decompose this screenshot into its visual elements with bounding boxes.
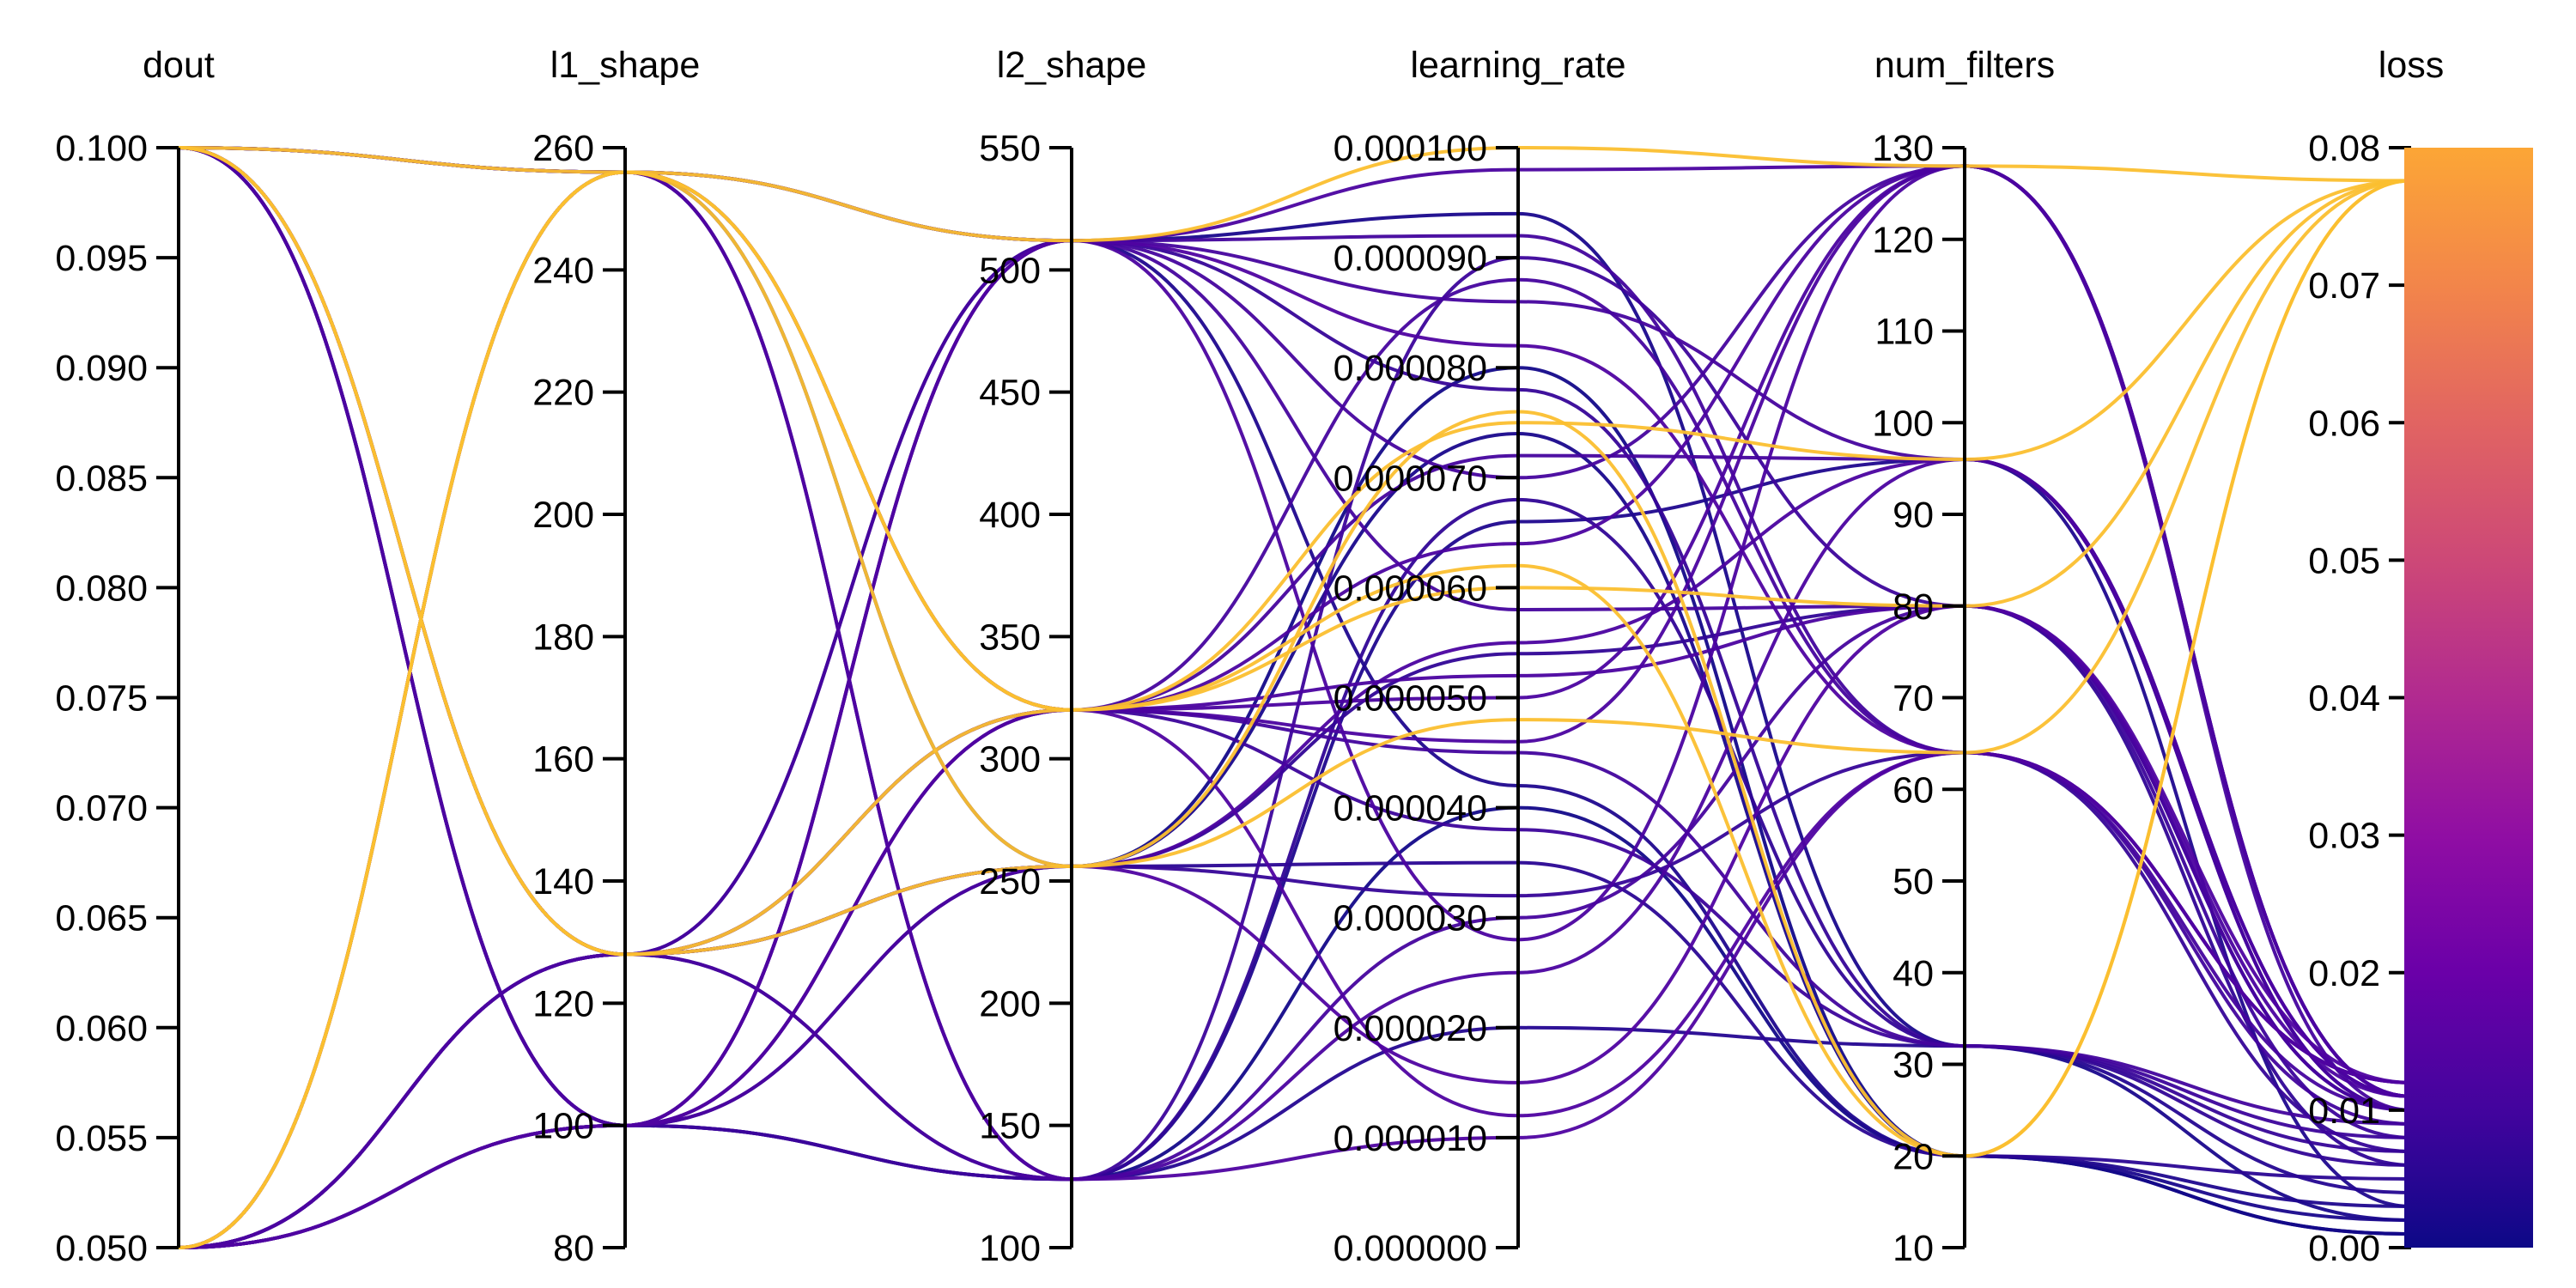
tick-label: 0.065 [55, 898, 148, 939]
tick-label: 0.000040 [1334, 788, 1487, 829]
tick-label: 0.04 [2308, 678, 2380, 720]
tick-label: 100 [532, 1106, 594, 1147]
tick-label: 20 [1893, 1136, 1934, 1177]
tick-label: 0.08 [2308, 128, 2380, 169]
tick-label: 0.080 [55, 568, 148, 609]
tick-label: 180 [532, 617, 594, 658]
tick-label: 300 [979, 739, 1041, 781]
tick-label: 90 [1893, 495, 1934, 536]
tick-label: 0.050 [55, 1228, 148, 1269]
tick-label: 220 [532, 373, 594, 414]
axes-layer: 0.0500.0550.0600.0650.0700.0750.0800.085… [55, 45, 2444, 1269]
record-line [178, 239, 2412, 1249]
tick-label: 30 [1893, 1045, 1934, 1086]
tick-label: 100 [979, 1228, 1041, 1269]
record-line [178, 170, 2412, 1249]
tick-label: 10 [1893, 1228, 1934, 1269]
record-line [178, 145, 2412, 243]
axis-title: l1_shape [550, 45, 701, 86]
tick-label: 200 [979, 983, 1041, 1024]
tick-label: 80 [553, 1228, 594, 1269]
tick-label: 0.085 [55, 458, 148, 499]
axis-l1-shape: 80 100 120 140 160 180 200 220 240 260 l1_shape [532, 45, 700, 1269]
axis-title: l2_shape [997, 45, 1147, 86]
tick-label: 0.000080 [1334, 348, 1487, 389]
tick-label: 0.075 [55, 678, 148, 720]
record-line [178, 170, 2412, 1249]
tick-label: 260 [532, 128, 594, 169]
tick-label: 0.100 [55, 128, 148, 169]
tick-label: 0.000070 [1334, 458, 1487, 499]
tick-label: 140 [532, 861, 594, 902]
tick-label: 350 [979, 617, 1041, 658]
tick-label: 50 [1893, 861, 1934, 902]
tick-label: 110 [1874, 312, 1934, 353]
tick-label: 0.00 [2308, 1228, 2380, 1269]
record-line [178, 170, 2412, 1249]
tick-label: 0.000090 [1334, 238, 1487, 279]
axis-num-filters: 10 20 30 40 50 60 70 80 90 100 110 120 130 num_filter… [1872, 45, 2055, 1269]
tick-label: 60 [1893, 769, 1934, 811]
tick-label: 0.07 [2308, 265, 2380, 307]
axis-l2-shape: 100 150 200 250 300 350 400 450 500 550 l2_shape [979, 45, 1146, 1269]
tick-label: 160 [532, 739, 594, 781]
tick-label: 0.02 [2308, 953, 2380, 994]
axis-title: dout [143, 45, 215, 86]
record-line [178, 170, 2412, 1249]
tick-label: 130 [1872, 128, 1934, 169]
tick-label: 0.095 [55, 238, 148, 279]
tick-label: 120 [1872, 220, 1934, 261]
tick-label: 240 [532, 250, 594, 291]
tick-label: 40 [1893, 953, 1934, 994]
tick-label: 120 [532, 983, 594, 1024]
tick-label: 0.01 [2308, 1091, 2380, 1132]
tick-label: 80 [1893, 586, 1934, 628]
loss-colorbar [2404, 148, 2533, 1248]
polylines-layer [178, 145, 2412, 1249]
tick-label: 0.000010 [1334, 1118, 1487, 1159]
tick-label: 0.070 [55, 788, 148, 829]
record-line [178, 497, 2412, 1249]
tick-label: 0.090 [55, 348, 148, 389]
tick-label: 0.055 [55, 1118, 148, 1159]
tick-label: 200 [532, 495, 594, 536]
axis-title: loss [2379, 45, 2444, 86]
tick-label: 550 [979, 128, 1041, 169]
axis-dout: 0.050 0.055 0.060 0.065 0.070 0.075 0.080 0.085… [55, 45, 215, 1269]
tick-label: 0.000020 [1334, 1008, 1487, 1049]
record-line [178, 164, 2412, 1249]
record-line [178, 170, 2412, 1249]
tick-label: 0.03 [2308, 816, 2380, 857]
axis-title: num_filters [1874, 45, 2055, 86]
record-line [178, 805, 2412, 1249]
record-line [178, 170, 2412, 1249]
tick-label: 0.06 [2308, 403, 2380, 444]
record-line [178, 164, 2412, 1249]
tick-label: 100 [1872, 403, 1934, 444]
tick-label: 400 [979, 495, 1041, 536]
record-line [178, 170, 2412, 1249]
tick-label: 250 [979, 861, 1041, 902]
tick-label: 450 [979, 373, 1041, 414]
tick-label: 0.000000 [1334, 1228, 1487, 1269]
tick-label: 0.060 [55, 1008, 148, 1049]
tick-label: 0.000050 [1334, 678, 1487, 720]
tick-label: 70 [1893, 678, 1934, 720]
record-line [178, 164, 2412, 1249]
tick-label: 0.000030 [1334, 898, 1487, 939]
tick-label: 0.000060 [1334, 568, 1487, 609]
tick-label: 0.05 [2308, 540, 2380, 581]
tick-label: 500 [979, 250, 1041, 291]
axis-title: learning_rate [1410, 45, 1625, 86]
tick-label: 0.000100 [1334, 128, 1487, 169]
axis-learning-rate: 0.000000 0.000010 0.000020 0.000030 0.000040… [1334, 45, 1626, 1269]
tick-label: 150 [979, 1106, 1041, 1147]
